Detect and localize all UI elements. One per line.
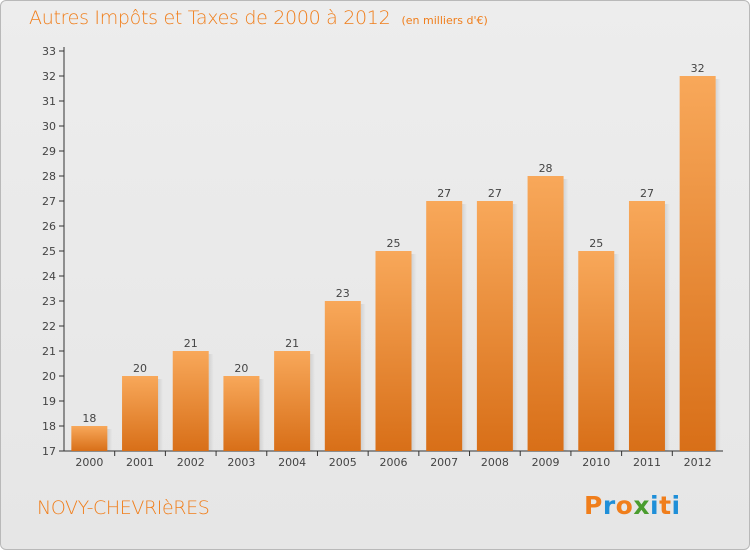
y-tick-label: 27 (42, 195, 56, 208)
bar-2012 (679, 76, 716, 451)
bar-2000 (71, 426, 108, 451)
y-tick-label: 18 (42, 420, 56, 433)
y-tick-label: 32 (42, 70, 56, 83)
bar-shadow (310, 354, 316, 451)
y-tick-label: 26 (42, 220, 56, 233)
value-label-2011: 27 (640, 187, 654, 200)
x-tick-label: 2008 (481, 456, 509, 469)
y-tick-label: 23 (42, 295, 56, 308)
value-label-2002: 21 (184, 337, 198, 350)
bar-2008 (476, 201, 513, 451)
chart-title: Autres Impôts et Taxes de 2000 à 2012 (29, 7, 391, 29)
y-tick-label: 31 (42, 95, 56, 108)
bar-2002 (172, 351, 209, 451)
x-tick-label: 2001 (126, 456, 154, 469)
bar-shadow (512, 204, 518, 451)
y-tick-label: 22 (42, 320, 56, 333)
bar-2005 (324, 301, 361, 451)
bar-shadow (259, 379, 265, 451)
value-label-2006: 25 (387, 237, 401, 250)
y-tick-label: 25 (42, 245, 56, 258)
bar-2001 (122, 376, 159, 451)
bar-2003 (223, 376, 260, 451)
y-tick-label: 33 (42, 45, 56, 58)
x-tick-label: 2011 (633, 456, 661, 469)
y-tick-label: 17 (42, 445, 56, 458)
value-label-2005: 23 (336, 287, 350, 300)
value-label-2000: 18 (82, 412, 96, 425)
value-label-2010: 25 (589, 237, 603, 250)
bar-2011 (628, 201, 665, 451)
bar-shadow (208, 354, 214, 451)
bar-shadow (715, 79, 721, 451)
y-tick-label: 19 (42, 395, 56, 408)
logo-letter: i (650, 491, 660, 520)
x-tick-label: 2000 (75, 456, 103, 469)
value-label-2007: 27 (437, 187, 451, 200)
bars: 18 20 21 20 21 23 25 27 27 28 25 27 32 (71, 62, 721, 451)
x-tick-label: 2012 (684, 456, 712, 469)
value-label-2009: 28 (539, 162, 553, 175)
x-tick-label: 2010 (582, 456, 610, 469)
bar-shadow (158, 379, 164, 451)
y-tick-label: 21 (42, 345, 56, 358)
value-label-2003: 20 (234, 362, 248, 375)
bar-2007 (426, 201, 463, 451)
bar-shadow (462, 204, 468, 451)
x-tick-label: 2004 (278, 456, 306, 469)
x-tick-label: 2005 (329, 456, 357, 469)
y-tick-label: 30 (42, 120, 56, 133)
x-tick-label: 2009 (532, 456, 560, 469)
x-tick-label: 2006 (380, 456, 408, 469)
commune-name: NOVY-CHEVRIèRES (37, 497, 210, 519)
x-tick-label: 2002 (177, 456, 205, 469)
y-tick-label: 29 (42, 145, 56, 158)
value-label-2004: 21 (285, 337, 299, 350)
value-label-2008: 27 (488, 187, 502, 200)
logo-letter: P (584, 491, 603, 520)
bar-shadow (107, 429, 113, 451)
logo-letter: r (602, 491, 616, 520)
y-tick-label: 24 (42, 270, 56, 283)
bar-shadow (411, 254, 417, 451)
y-axis: 17 18 19 20 21 22 23 24 25 26 27 28 29 30 31 32 33 (42, 45, 65, 458)
x-tick-label: 2007 (430, 456, 458, 469)
proxiti-logo[interactable]: Proxiti (584, 491, 681, 520)
bar-2010 (578, 251, 615, 451)
value-label-2001: 20 (133, 362, 147, 375)
logo-letter: t (659, 491, 672, 520)
value-label-2012: 32 (691, 62, 705, 75)
logo-letter: o (615, 491, 634, 520)
logo-letter: i (671, 491, 681, 520)
bar-2004 (274, 351, 311, 451)
bar-shadow (563, 179, 569, 451)
bar-2006 (375, 251, 412, 451)
bar-shadow (360, 304, 366, 451)
y-tick-label: 20 (42, 370, 56, 383)
x-axis: 2000 2001 2002 2003 2004 2005 2006 2007 2008 2009… (64, 450, 723, 469)
x-tick-label: 2003 (227, 456, 255, 469)
chart-heading: Autres Impôts et Taxes de 2000 à 2012 (e… (29, 7, 488, 29)
chart-subtitle: (en milliers d'€) (401, 14, 488, 27)
y-tick-label: 28 (42, 170, 56, 183)
bar-shadow (664, 204, 670, 451)
bar-2009 (527, 176, 564, 451)
logo-letter: x (633, 491, 650, 520)
bar-shadow (614, 254, 620, 451)
